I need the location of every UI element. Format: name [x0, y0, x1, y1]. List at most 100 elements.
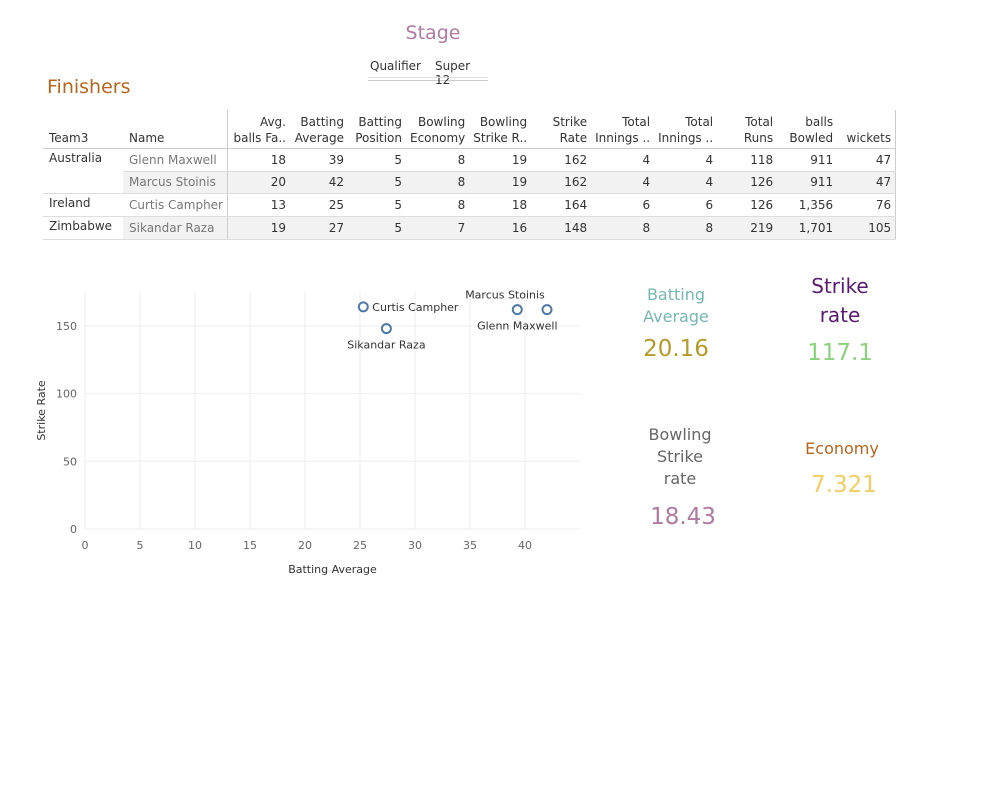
kpi-economy: Economy 7.321	[784, 438, 900, 498]
column-header[interactable]: Batting Average	[294, 115, 344, 145]
stage-option-qualifier[interactable]: Qualifier	[370, 59, 421, 73]
value-cell: 5	[347, 171, 406, 194]
point-label: Glenn Maxwell	[477, 320, 557, 333]
value-cell: 4	[654, 171, 718, 194]
value-cell: 118	[717, 148, 778, 172]
point-label: Sikandar Raza	[347, 339, 425, 352]
team-cell: Australia	[49, 151, 103, 165]
x-tick-label: 20	[298, 539, 312, 552]
value-cell: 76	[837, 193, 896, 217]
value-cell: 19	[227, 216, 290, 240]
kpi-strike-rate: Strike rate 117.1	[780, 272, 900, 366]
stage-option-super12[interactable]: Super 12	[434, 59, 471, 87]
value-cell: 126	[717, 193, 778, 217]
section-title: Finishers	[47, 76, 131, 98]
value-cell: 39	[289, 148, 348, 172]
player-name-cell: Marcus Stoinis	[123, 171, 228, 194]
value-cell: 6	[654, 193, 718, 217]
finishers-table: Team3 Name Avg. balls Fa.. Batting Avera…	[43, 110, 897, 240]
kpi-label: Batting Average	[643, 285, 709, 326]
value-cell: 911	[777, 171, 838, 194]
value-cell: 148	[531, 216, 592, 240]
player-name-cell: Sikandar Raza	[123, 216, 228, 240]
table-row[interactable]: Zimbabwe Sikandar Raza 19 27 5 7 16 148 8 8 219 1,7…	[43, 216, 896, 240]
column-header[interactable]: Strike Rate	[552, 115, 588, 145]
kpi-label: Bowling Strike rate	[648, 425, 712, 488]
table-row[interactable]: Australia Glenn Maxwell 18 39 5 8 19 162 4 4 118 91…	[43, 148, 896, 172]
kpi-value: 18.43	[650, 504, 716, 530]
x-tick-label: 35	[463, 539, 477, 552]
table-row[interactable]: Ireland Curtis Campher 13 25 5 8 18 164 6 6 126 1,3…	[43, 193, 896, 217]
value-cell: 27	[289, 216, 348, 240]
value-cell: 5	[347, 148, 406, 172]
scatter-point[interactable]	[541, 304, 553, 316]
kpi-bowling-strike-rate: Bowling Strike rate 18.43	[624, 424, 736, 530]
column-header[interactable]: Batting Position	[355, 115, 402, 145]
table-row[interactable]: Marcus Stoinis 20 42 5 8 19 162 4 4 126 911 47	[43, 171, 896, 194]
value-cell: 13	[227, 193, 290, 217]
y-tick-label: 0	[70, 523, 77, 536]
value-cell: 1,356	[777, 193, 838, 217]
column-header[interactable]: wickets	[846, 131, 892, 145]
value-cell: 16	[469, 216, 532, 240]
value-cell: 8	[405, 148, 470, 172]
x-tick-label: 15	[243, 539, 257, 552]
x-tick-label: 30	[408, 539, 422, 552]
value-cell: 8	[591, 216, 655, 240]
scatter-point[interactable]	[380, 323, 392, 335]
column-header[interactable]: Total Innings ..	[658, 115, 714, 145]
column-header[interactable]: balls Bowled	[789, 115, 834, 145]
team-cell	[43, 171, 123, 194]
value-cell: 8	[654, 216, 718, 240]
column-header[interactable]: Name	[123, 110, 228, 149]
column-header[interactable]: Total Runs	[743, 115, 774, 145]
value-cell: 4	[591, 148, 655, 172]
value-cell: 8	[405, 193, 470, 217]
scatter-point[interactable]	[357, 301, 369, 313]
value-cell: 18	[469, 193, 532, 217]
value-cell: 19	[469, 171, 532, 194]
x-tick-label: 5	[137, 539, 144, 552]
y-tick-label: 50	[63, 455, 77, 468]
column-header[interactable]: Total Innings ..	[595, 115, 651, 145]
value-cell: 219	[717, 216, 778, 240]
value-cell: 47	[837, 171, 896, 194]
value-cell: 911	[777, 148, 838, 172]
x-tick-label: 25	[353, 539, 367, 552]
value-cell: 5	[347, 216, 406, 240]
value-cell: 7	[405, 216, 470, 240]
y-axis-title: Strike Rate	[35, 380, 48, 441]
finishers-table-body: Australia Glenn Maxwell 18 39 5 8 19 162 4 4 118 91…	[43, 148, 896, 240]
kpi-value: 117.1	[807, 340, 873, 366]
value-cell: 1,701	[777, 216, 838, 240]
column-header[interactable]: Bowling Strike R..	[473, 115, 528, 145]
column-header[interactable]: Bowling Economy	[409, 115, 466, 145]
x-tick-label: 40	[518, 539, 532, 552]
kpi-batting-average: Batting Average 20.16	[620, 284, 732, 362]
value-cell: 19	[469, 148, 532, 172]
stage-filter: Qualifier Super 12	[368, 58, 488, 87]
kpi-label: Economy	[805, 439, 879, 458]
value-cell: 162	[531, 148, 592, 172]
point-label: Curtis Campher	[372, 301, 459, 314]
value-cell: 105	[837, 216, 896, 240]
x-axis-title: Batting Average	[288, 563, 377, 576]
value-cell: 6	[591, 193, 655, 217]
column-header[interactable]: Team3	[49, 131, 89, 145]
player-name-cell: Glenn Maxwell	[123, 148, 228, 172]
kpi-label: Strike rate	[811, 274, 869, 327]
team-cell: Zimbabwe	[43, 216, 123, 240]
value-cell: 5	[347, 193, 406, 217]
stage-filter-title: Stage	[405, 22, 461, 44]
table-header-row: Team3 Name Avg. balls Fa.. Batting Avera…	[43, 110, 896, 149]
point-label: Marcus Stoinis	[465, 289, 545, 302]
scatter-point[interactable]	[511, 304, 523, 316]
value-cell: 126	[717, 171, 778, 194]
column-header[interactable]: Avg. balls Fa..	[233, 115, 286, 145]
value-cell: 164	[531, 193, 592, 217]
value-cell: 42	[289, 171, 348, 194]
value-cell: 8	[405, 171, 470, 194]
value-cell: 25	[289, 193, 348, 217]
kpi-value: 20.16	[643, 336, 709, 362]
player-name-cell: Curtis Campher	[123, 193, 228, 217]
